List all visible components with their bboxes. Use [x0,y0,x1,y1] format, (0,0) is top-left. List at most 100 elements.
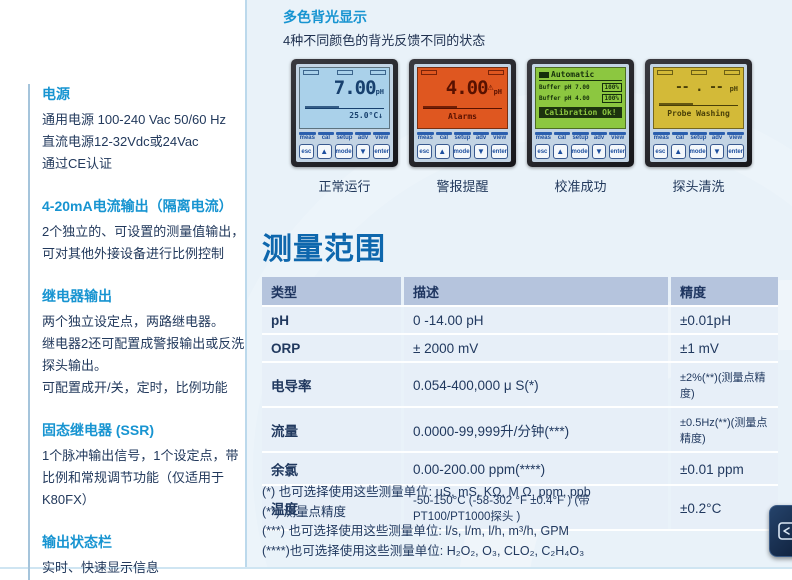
softkey-bar [435,132,453,135]
meter-caption: 正常运行 [318,179,371,194]
section-heading: 输出状态栏 [42,534,112,550]
meter-calibration-ok: Automatic Buffer pH 7.00 100% Buffer pH 4… [527,59,634,195]
softkey-bar [671,132,689,135]
section-line: 通用电源 100-240 Vac 50/60 Hz [42,112,227,127]
lcd-icon [370,70,386,75]
down-arrow-key: ▼ [709,144,725,159]
lcd-main-reading: 7.00pH [303,78,386,102]
mode-key: mode [570,144,589,159]
softkey-bar [553,132,571,135]
ph-unit: pH [729,85,738,93]
softkey-labels: meas cal setup adv view [535,132,626,142]
softkey-label: adv [357,135,369,141]
column-header-type: 类型 [262,277,401,305]
keypad: esc ▲ mode ▼ enter [535,144,626,159]
lcd-screen-wash: -- . -- pH Probe Washing [653,67,744,129]
softkey-label: meas [653,135,669,141]
lcd-icon [303,70,319,75]
softkey-label: adv [475,135,487,141]
esc-key: esc [417,144,432,159]
softkey-label: setup [690,135,707,141]
table-row-chlorine: 余氯 0.00-200.00 ppm(****) ±0.01 ppm [262,453,778,486]
ph-value: -- . -- [674,80,724,95]
section-heading: 继电器输出 [42,288,112,304]
accuracy-cell: ±0.5Hz(**)(测量点精度) [671,408,778,451]
meter-bezel: -- . -- pH Probe Washing meas cal setup … [645,59,752,167]
lcd-screen-calibration: Automatic Buffer pH 7.00 100% Buffer pH 4… [535,67,626,129]
meter-bezel: 4.00⚠pH Alarms meas cal setup adv view e… [409,59,516,167]
softkey-bar [491,132,508,135]
table-row-temperature: 温度 -50-150°C (-58-302 °F ±0.4°F ) (带 PT1… [262,486,778,531]
softkey-bar [354,132,372,135]
lcd-cal-header: Automatic [539,70,622,81]
calibration-ok-banner: Calibration Ok! [539,107,622,118]
mode-key: mode [452,144,471,159]
desc-cell: 0.00-200.00 ppm(****) [404,453,668,484]
type-cell: pH [262,307,401,333]
buffer-label: Buffer pH 4.00 [539,95,590,102]
section-line: 实时、快速显示信息 [42,560,160,575]
esc-key: esc [535,144,550,159]
down-arrow-key: ▼ [355,144,371,159]
lcd-icon [336,70,353,75]
up-arrow-key: ▲ [670,144,686,159]
softkey-labels: meas cal setup adv view [653,132,744,142]
page-nav-button[interactable] [769,505,792,557]
softkey-bar [727,132,744,135]
section-heading: 固态继电器 (SSR) [42,422,154,438]
lcd-icon [488,70,504,75]
sidebar-section-relay-output: 继电器输出 两个独立设定点，两路继电器。 继电器2还可配置成警报输出或反洗探头输… [42,286,246,399]
meter-bezel: 7.00pH 25.0°C↓ meas cal setup adv view e… [291,59,398,167]
softkey-label: setup [336,135,353,141]
down-arrow-key: ▼ [591,144,607,159]
softkey-bar [417,132,434,135]
softkey-label: cal [557,135,567,141]
softkey-bar [572,132,589,135]
softkey-bar [609,132,626,135]
section-line: 通过CE认证 [42,156,113,171]
sidebar-section-current-output: 4-20mA电流输出（隔离电流） 2个独立的、可设置的测量值输出，可对其他外接设… [42,196,246,265]
meter-bezel: Automatic Buffer pH 7.00 100% Buffer pH 4… [527,59,634,167]
type-cell: ORP [262,335,401,361]
meter-face: -- . -- pH Probe Washing meas cal setup … [650,64,747,162]
softkey-label: setup [454,135,471,141]
meter-face: 4.00⚠pH Alarms meas cal setup adv view e… [414,64,511,162]
lcd-status-icons [303,70,386,77]
ph-value: 4.00 [445,77,489,99]
softkey-label: setup [572,135,589,141]
up-arrow-key: ▲ [552,144,568,159]
accuracy-cell: ±1 mV [671,335,778,361]
footnote-line: (***) 也可选择使用这些测量单位: l/s, l/m, l/h, m³/h,… [262,524,569,538]
column-header-accuracy: 精度 [671,277,778,305]
keypad: esc ▲ mode ▼ enter [653,144,744,159]
mode-key: mode [688,144,707,159]
meter-probe-washing: -- . -- pH Probe Washing meas cal setup … [645,59,752,195]
softkey-bar [454,132,471,135]
softkey-label: view [375,135,389,141]
measurement-range-title: 测量范围 [262,233,386,266]
desc-cell: ± 2000 mV [404,335,668,361]
meter-photo-row: 7.00pH 25.0°C↓ meas cal setup adv view e… [291,59,752,195]
softkey-label: cal [321,135,331,141]
accuracy-cell: ±2%(**)(测量点精度) [671,363,778,406]
accuracy-cell: ±0.01pH [671,307,778,333]
lcd-temperature: 25.0°C↓ [349,111,383,120]
type-cell: 电导率 [262,363,401,406]
softkey-bar [472,132,490,135]
lcd-icon [724,70,740,75]
desc-cell: 0.0000-99,999升/分钟(***) [404,408,668,451]
softkey-labels: meas cal setup adv view [417,132,508,142]
lcd-main-reading: 4.00⚠pH [421,78,504,102]
esc-key: esc [299,144,314,159]
accuracy-cell: ±0.01 ppm [671,453,778,484]
vertical-divider [245,0,247,568]
softkey-bar [590,132,608,135]
desc-cell: 0.054-400,000 μ S(*) [404,363,668,406]
measurement-table: 类型 描述 精度 pH 0 -14.00 pH ±0.01pH ORP ± 20… [262,277,778,531]
section-line: 直流电源12-32Vdc或24Vac [42,134,199,149]
cal-mode-label: Automatic [551,70,595,79]
lcd-icon [421,70,437,75]
accuracy-cell: ±0.2°C [671,486,778,529]
footnote-line: (*) 也可选择使用这些测量单位: μS, mS, KΩ, M Ω, ppm, … [262,485,591,499]
